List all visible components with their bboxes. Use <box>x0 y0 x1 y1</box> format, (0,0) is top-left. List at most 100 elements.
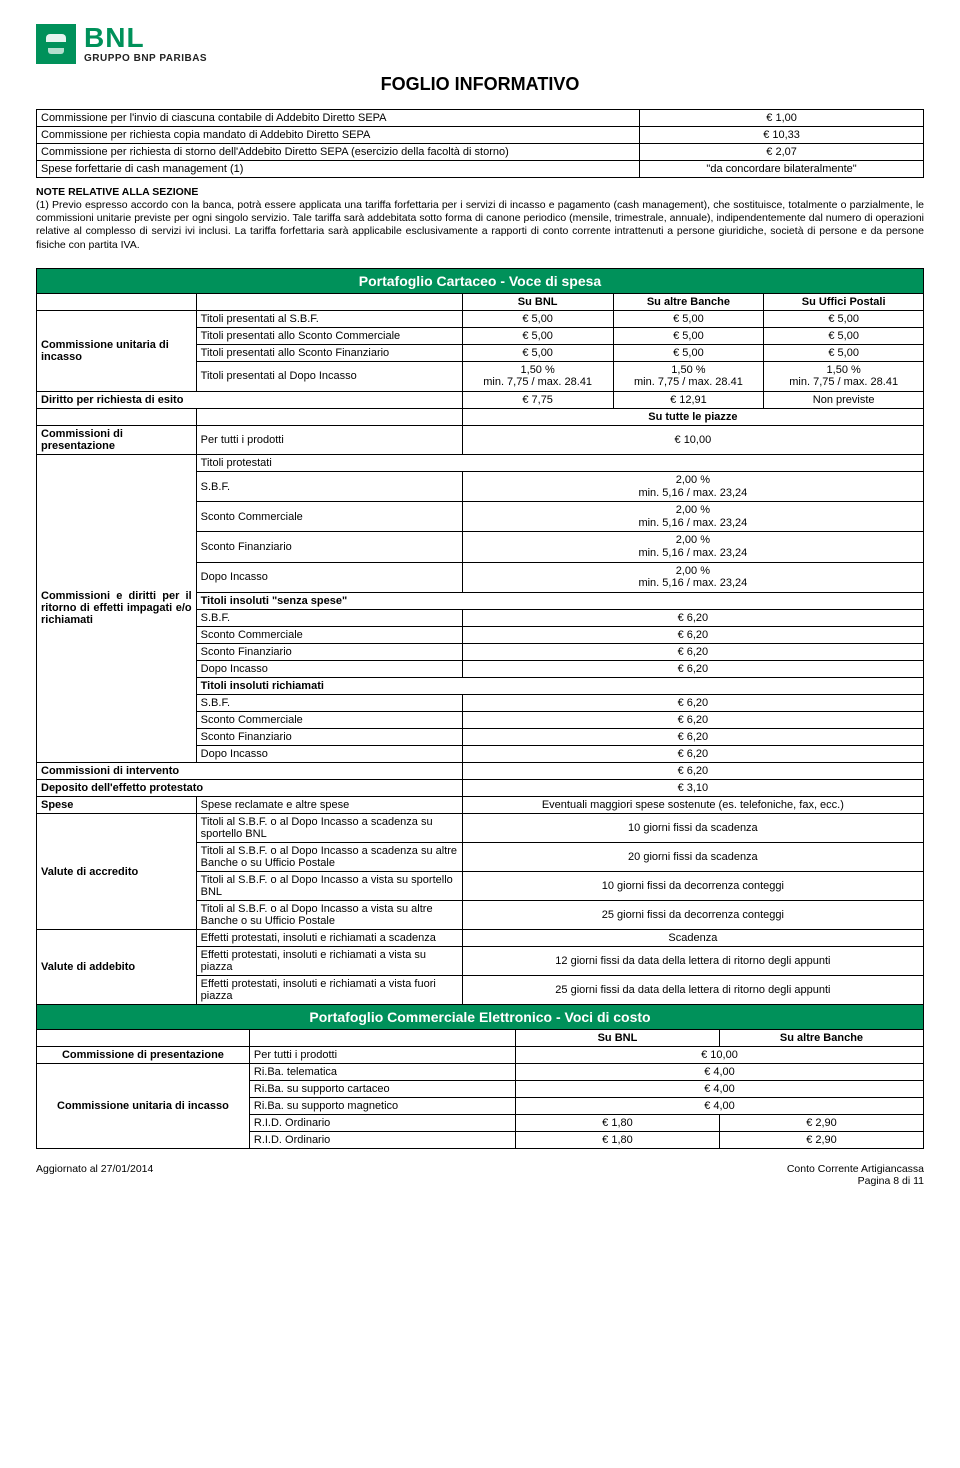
cell-label: Per tutti i prodotti <box>249 1047 515 1064</box>
cell-value: € 5,00 <box>764 327 924 344</box>
cell-label: Titoli al S.B.F. o al Dopo Incasso a sca… <box>196 843 462 872</box>
group-label: Commissioni e diritti per il ritorno di … <box>37 454 197 762</box>
col-head: Su altre Banche <box>719 1030 923 1047</box>
group-label: Commissione di presentazione <box>37 1047 250 1064</box>
cell-label: Dopo Incasso <box>196 661 462 678</box>
table-row: Spese forfettarie di cash management (1)… <box>37 161 924 178</box>
col-head: Su BNL <box>515 1030 719 1047</box>
cell-label: Titoli al S.B.F. o al Dopo Incasso a sca… <box>196 814 462 843</box>
cell-value: 2,00 %min. 5,16 / max. 23,24 <box>462 532 923 562</box>
cell-value: 25 giorni fissi da decorrenza conteggi <box>462 901 923 930</box>
cell-label: Sconto Finanziario <box>196 644 462 661</box>
cell-label: Dopo Incasso <box>196 746 462 763</box>
col-head: Su Uffici Postali <box>764 293 924 310</box>
cell-value: € 4,00 <box>515 1098 923 1115</box>
logo-mark-icon <box>36 24 76 64</box>
section1-table: Portafoglio Cartaceo - Voce di spesa Su … <box>36 268 924 1030</box>
cell-label: Dopo Incasso <box>196 562 462 592</box>
cell-label: Sconto Commerciale <box>196 502 462 532</box>
cell-value: € 2,07 <box>640 144 924 161</box>
cell-value: 1,50 %min. 7,75 / max. 28.41 <box>613 361 764 391</box>
cell-label: Per tutti i prodotti <box>196 425 462 454</box>
cell-value: € 6,20 <box>462 661 923 678</box>
cell-value: € 6,20 <box>462 763 923 780</box>
cell-value: € 1,80 <box>515 1132 719 1149</box>
cell-label: R.I.D. Ordinario <box>249 1115 515 1132</box>
sub-header: Titoli insoluti richiamati <box>196 678 923 695</box>
col-head: Su BNL <box>462 293 613 310</box>
cell-value: € 6,20 <box>462 610 923 627</box>
cell-value: € 6,20 <box>462 746 923 763</box>
cell-label: Sconto Commerciale <box>196 712 462 729</box>
cell-value: € 4,00 <box>515 1081 923 1098</box>
cell-value: 2,00 %min. 5,16 / max. 23,24 <box>462 562 923 592</box>
section1-bar: Portafoglio Cartaceo - Voce di spesa <box>37 268 924 293</box>
cell-label: Commissione per richiesta copia mandato … <box>37 127 640 144</box>
section2-table: Su BNL Su altre Banche Commissione di pr… <box>36 1030 924 1149</box>
cell-value: € 12,91 <box>613 391 764 408</box>
cell-label: Effetti protestati, insoluti e richiamat… <box>196 930 462 947</box>
row-label: Deposito dell'effetto protestato <box>37 780 463 797</box>
cell-value: € 1,80 <box>515 1115 719 1132</box>
cell-value: 10 giorni fissi da scadenza <box>462 814 923 843</box>
col-head: Su altre Banche <box>613 293 764 310</box>
table-row: Commissione per richiesta di storno dell… <box>37 144 924 161</box>
sub-header: Titoli protestati <box>196 454 923 471</box>
cell-label: Commissione per richiesta di storno dell… <box>37 144 640 161</box>
note-body: (1) Previo espresso accordo con la banca… <box>36 199 924 252</box>
cell-value: 2,00 %min. 5,16 / max. 23,24 <box>462 502 923 532</box>
cell-value: € 10,00 <box>515 1047 923 1064</box>
cell-label: R.I.D. Ordinario <box>249 1132 515 1149</box>
cell-value: € 2,90 <box>719 1115 923 1132</box>
cell-value: "da concordare bilateralmente" <box>640 161 924 178</box>
cell-value: € 10,33 <box>640 127 924 144</box>
cell-value: € 10,00 <box>462 425 923 454</box>
cell-value: 2,00 %min. 5,16 / max. 23,24 <box>462 471 923 501</box>
footer-left: Aggiornato al 27/01/2014 <box>36 1163 153 1187</box>
cell-value: Eventuali maggiori spese sostenute (es. … <box>462 797 923 814</box>
cell-label: Spese reclamate e altre spese <box>196 797 462 814</box>
cell-value: € 1,00 <box>640 110 924 127</box>
cell-value: € 5,00 <box>613 344 764 361</box>
page-footer: Aggiornato al 27/01/2014 Conto Corrente … <box>36 1163 924 1187</box>
cell-value: € 7,75 <box>462 391 613 408</box>
cell-value: € 5,00 <box>613 327 764 344</box>
sub-head: Su tutte le piazze <box>462 408 923 425</box>
footer-right2: Pagina 8 di 11 <box>787 1175 924 1187</box>
cell-label: Sconto Finanziario <box>196 532 462 562</box>
cell-value: € 6,20 <box>462 695 923 712</box>
group-label: Valute di accredito <box>37 814 197 930</box>
cell-label: Titoli al S.B.F. o al Dopo Incasso a vis… <box>196 872 462 901</box>
cell-label: S.B.F. <box>196 471 462 501</box>
footer-right1: Conto Corrente Artigiancassa <box>787 1163 924 1175</box>
cell-label: Titoli presentati allo Sconto Finanziari… <box>196 344 462 361</box>
cell-value: 1,50 %min. 7,75 / max. 28.41 <box>764 361 924 391</box>
note-block: NOTE RELATIVE ALLA SEZIONE (1) Previo es… <box>36 186 924 252</box>
brand-name: BNL <box>84 24 207 52</box>
cell-label: Titoli al S.B.F. o al Dopo Incasso a vis… <box>196 901 462 930</box>
cell-label: Ri.Ba. su supporto magnetico <box>249 1098 515 1115</box>
cell-value: € 5,00 <box>613 310 764 327</box>
cell-value: € 3,10 <box>462 780 923 797</box>
cell-label: S.B.F. <box>196 610 462 627</box>
cell-label: Titoli presentati al S.B.F. <box>196 310 462 327</box>
cell-value: € 4,00 <box>515 1064 923 1081</box>
cell-value: 1,50 %min. 7,75 / max. 28.41 <box>462 361 613 391</box>
cell-value: € 2,90 <box>719 1132 923 1149</box>
brand-logo: BNL GRUPPO BNP PARIBAS <box>36 24 924 64</box>
row-label: Commissioni di intervento <box>37 763 463 780</box>
table-row: Commissione per richiesta copia mandato … <box>37 127 924 144</box>
cell-label: Commissione per l'invio di ciascuna cont… <box>37 110 640 127</box>
table-row: Commissione per l'invio di ciascuna cont… <box>37 110 924 127</box>
cell-value: € 5,00 <box>764 310 924 327</box>
group-label: Commissione unitaria di incasso <box>37 1064 250 1149</box>
group-label: Commissione unitaria di incasso <box>37 310 197 391</box>
cell-label: Effetti protestati, insoluti e richiamat… <box>196 947 462 976</box>
cell-label: Effetti protestati, insoluti e richiamat… <box>196 976 462 1005</box>
row-label: Diritto per richiesta di esito <box>37 391 463 408</box>
cell-label: Ri.Ba. telematica <box>249 1064 515 1081</box>
note-title: NOTE RELATIVE ALLA SEZIONE <box>36 186 924 199</box>
cell-label: Ri.Ba. su supporto cartaceo <box>249 1081 515 1098</box>
top-fees-table: Commissione per l'invio di ciascuna cont… <box>36 109 924 178</box>
group-label: Commissioni di presentazione <box>37 425 197 454</box>
